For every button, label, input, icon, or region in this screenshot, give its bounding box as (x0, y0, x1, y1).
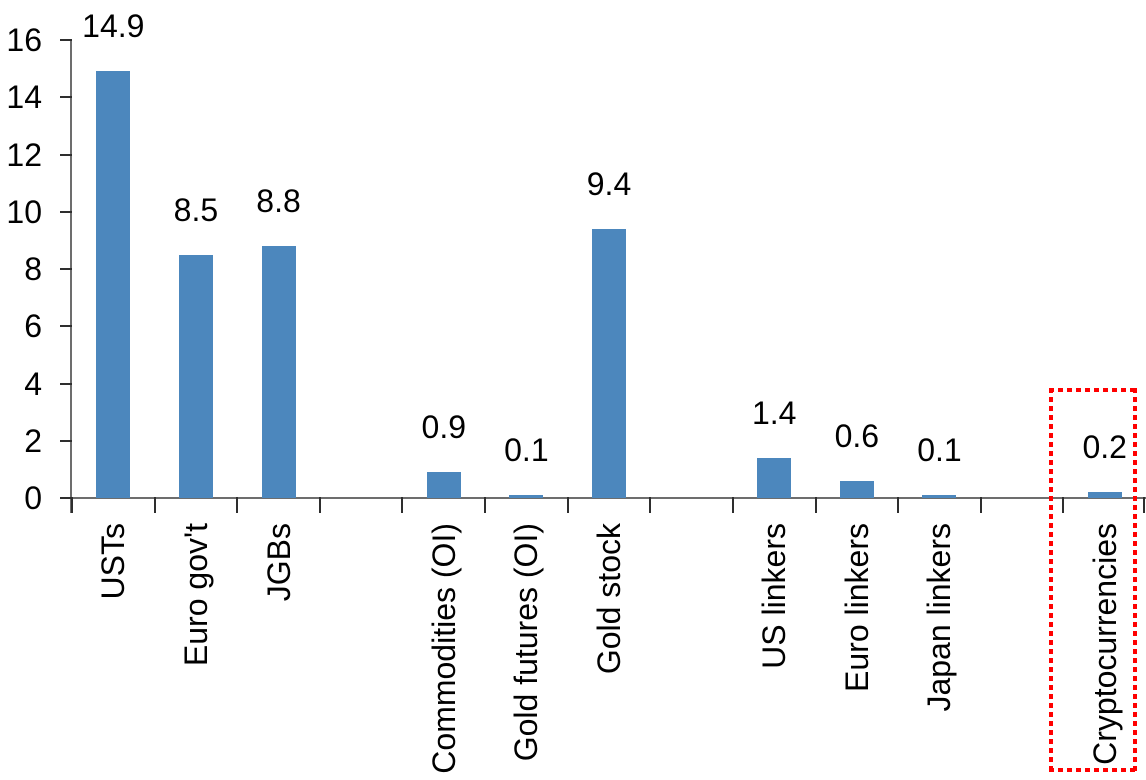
value-label-us-linkers: 1.4 (751, 395, 797, 431)
x-axis-tick (566, 497, 569, 513)
x-axis-tick (484, 497, 487, 513)
category-label-text: Euro gov't (177, 523, 214, 667)
x-axis-tick (1143, 497, 1145, 513)
bar-euro-linkers (839, 481, 874, 498)
y-axis-tick (60, 325, 72, 328)
x-axis-tick (71, 497, 73, 513)
value-label-commodities-oi: 0.9 (421, 409, 466, 445)
category-label-text: Gold stock (591, 523, 627, 675)
y-axis-tick (60, 439, 72, 442)
y-axis-tick (60, 96, 72, 99)
category-label-text: US linkers (756, 523, 793, 669)
bar-us-linkers (757, 458, 792, 498)
y-axis-label: 8 (24, 251, 42, 287)
x-axis-tick (401, 497, 404, 513)
y-axis-label: 14 (6, 79, 42, 116)
category-label-text: Japan linkers (921, 523, 958, 712)
x-axis-line (62, 497, 1146, 499)
value-label-gold-futures-oi: 0.1 (504, 432, 549, 468)
x-axis-tick (897, 497, 900, 513)
y-axis-label: 10 (6, 193, 42, 230)
y-axis-label: 16 (6, 22, 42, 58)
value-label-jgbs: 8.8 (256, 183, 301, 219)
y-axis-label: 2 (24, 422, 42, 459)
y-axis-tick (60, 39, 72, 41)
value-label-gold-stock: 9.4 (586, 166, 632, 202)
category-label-text: Commodities (OI) (425, 523, 462, 774)
category-label-text: JGBs (260, 523, 297, 602)
bar-gold-futures-oi (509, 495, 544, 498)
x-axis-tick (649, 497, 652, 513)
y-axis-label: 12 (6, 136, 42, 173)
category-label-text: USTs (95, 523, 132, 600)
bar-commodities-oi (426, 472, 461, 498)
y-axis-tick (60, 382, 72, 385)
category-label-text: Gold futures (OI) (508, 523, 545, 762)
bar-euro-gov-t (178, 255, 213, 498)
x-axis-tick (814, 497, 817, 513)
highlight-box-cryptocurrencies (1048, 388, 1137, 772)
y-axis-tick (60, 497, 72, 499)
y-axis-label: 6 (24, 308, 42, 345)
x-axis-tick (318, 497, 321, 513)
y-axis-label: 0 (24, 480, 42, 516)
bar-usts (96, 71, 131, 498)
y-axis-tick (60, 153, 72, 156)
value-label-euro-linkers: 0.6 (834, 418, 880, 454)
x-axis-tick (153, 497, 156, 513)
x-axis-tick (979, 497, 982, 513)
y-axis-tick (60, 210, 72, 213)
value-label-japan-linkers: 0.1 (917, 432, 962, 468)
y-axis-tick (60, 268, 72, 270)
bar-japan-linkers (922, 495, 957, 498)
y-axis-label: 4 (24, 365, 42, 402)
y-axis-line (70, 40, 72, 513)
value-label-usts: 14.9 (82, 8, 145, 44)
x-axis-tick (236, 497, 239, 513)
x-axis-tick (731, 497, 734, 513)
value-label-euro-gov-t: 8.5 (173, 192, 219, 228)
category-label-text: Euro linkers (838, 523, 875, 692)
bar-gold-stock (592, 229, 626, 498)
bar-jgbs (261, 246, 296, 498)
